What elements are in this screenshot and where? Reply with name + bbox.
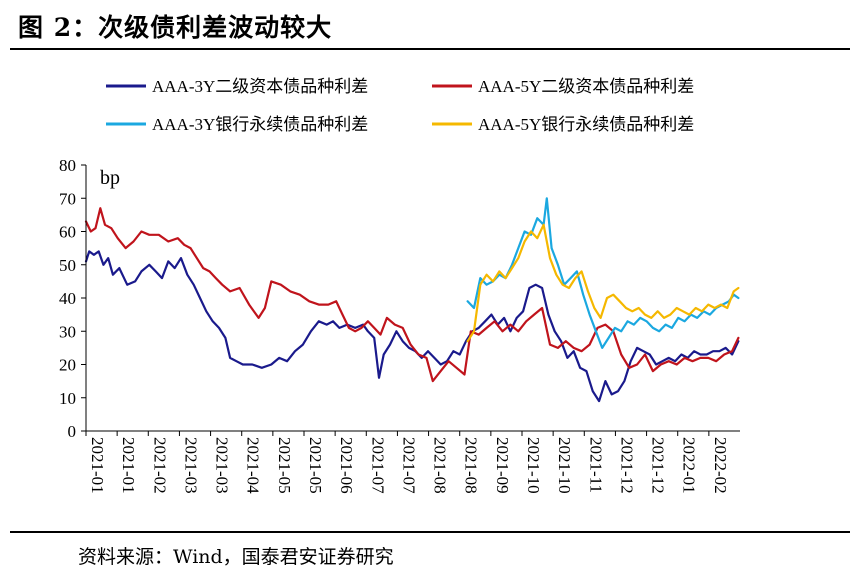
x-tick-label: 2021-06 (337, 437, 356, 494)
legend-item: AAA-3Y银行永续债品种利差 (106, 115, 368, 134)
legend-label: AAA-5Y银行永续债品种利差 (478, 115, 694, 134)
y-tick-label: 10 (59, 389, 76, 408)
x-tick-label: 2021-02 (150, 437, 169, 494)
x-tick-label: 2021-09 (493, 437, 512, 494)
x-tick-label: 2021-05 (306, 437, 325, 494)
series-3 (466, 197, 740, 349)
unit-label: bp (100, 167, 120, 189)
series-layer (84, 197, 740, 403)
title-divider (10, 48, 850, 50)
y-tick-label: 50 (59, 256, 76, 275)
series-4 (466, 223, 740, 343)
legend-label: AAA-3Y二级资本债品种利差 (152, 77, 368, 96)
x-tick-label: 2021-03 (213, 437, 232, 494)
y-tick-label: 30 (59, 322, 76, 341)
legend-label: AAA-5Y二级资本债品种利差 (478, 77, 694, 96)
legend-item: AAA-3Y二级资本债品种利差 (106, 77, 368, 96)
x-tick-label: 2021-12 (617, 437, 636, 494)
series-line (84, 207, 740, 383)
x-tick-label: 2021-08 (462, 437, 481, 494)
legend-item: AAA-5Y二级资本债品种利差 (432, 77, 694, 96)
x-tick-label: 2022-02 (711, 437, 730, 494)
chart-legend: AAA-3Y二级资本债品种利差 AAA-5Y二级资本债品种利差 AAA-3Y银行永续… (106, 77, 694, 134)
legend-label: AAA-3Y银行永续债品种利差 (152, 115, 368, 134)
x-tick-label: 2021-11 (586, 437, 605, 493)
x-tick-label: 2021-12 (649, 437, 668, 494)
x-tick-label: 2021-07 (399, 437, 418, 494)
x-tick-label: 2021-08 (431, 437, 450, 494)
source-note: 资料来源：Wind，国泰君安证券研究 (78, 546, 394, 568)
y-tick-label: 20 (59, 356, 76, 375)
series-2 (84, 207, 740, 383)
figure-title: 图 2：次级债利差波动较大 (18, 13, 333, 42)
x-tick-label: 2021-10 (524, 437, 543, 494)
x-tick-label: 2021-05 (275, 437, 294, 494)
series-line (84, 250, 740, 403)
x-tick-label: 2021-04 (244, 437, 263, 494)
y-tick-label: 0 (68, 422, 77, 441)
x-tick-label: 2021-10 (555, 437, 574, 494)
legend-item: AAA-5Y银行永续债品种利差 (432, 115, 694, 134)
footer-divider (10, 531, 850, 533)
series-1 (84, 250, 740, 403)
series-line (466, 223, 740, 343)
x-tick-label: 2021-01 (88, 437, 107, 494)
x-tick-label: 2021-07 (368, 437, 387, 494)
x-tick-label: 2021-03 (181, 437, 200, 494)
axes: 0 10 20 30 40 50 60 70 80 2021-01 2021-01 2021-02 20… (59, 156, 740, 494)
x-tick-label: 2021-01 (119, 437, 138, 494)
x-tick-label: 2022-01 (680, 437, 699, 494)
y-tick-label: 60 (59, 223, 76, 242)
y-tick-label: 40 (59, 289, 76, 308)
spread-chart: AAA-3Y二级资本债品种利差 AAA-5Y二级资本债品种利差 AAA-3Y银行永续… (59, 77, 740, 494)
y-tick-label: 80 (59, 156, 76, 175)
y-tick-label: 70 (59, 189, 76, 208)
